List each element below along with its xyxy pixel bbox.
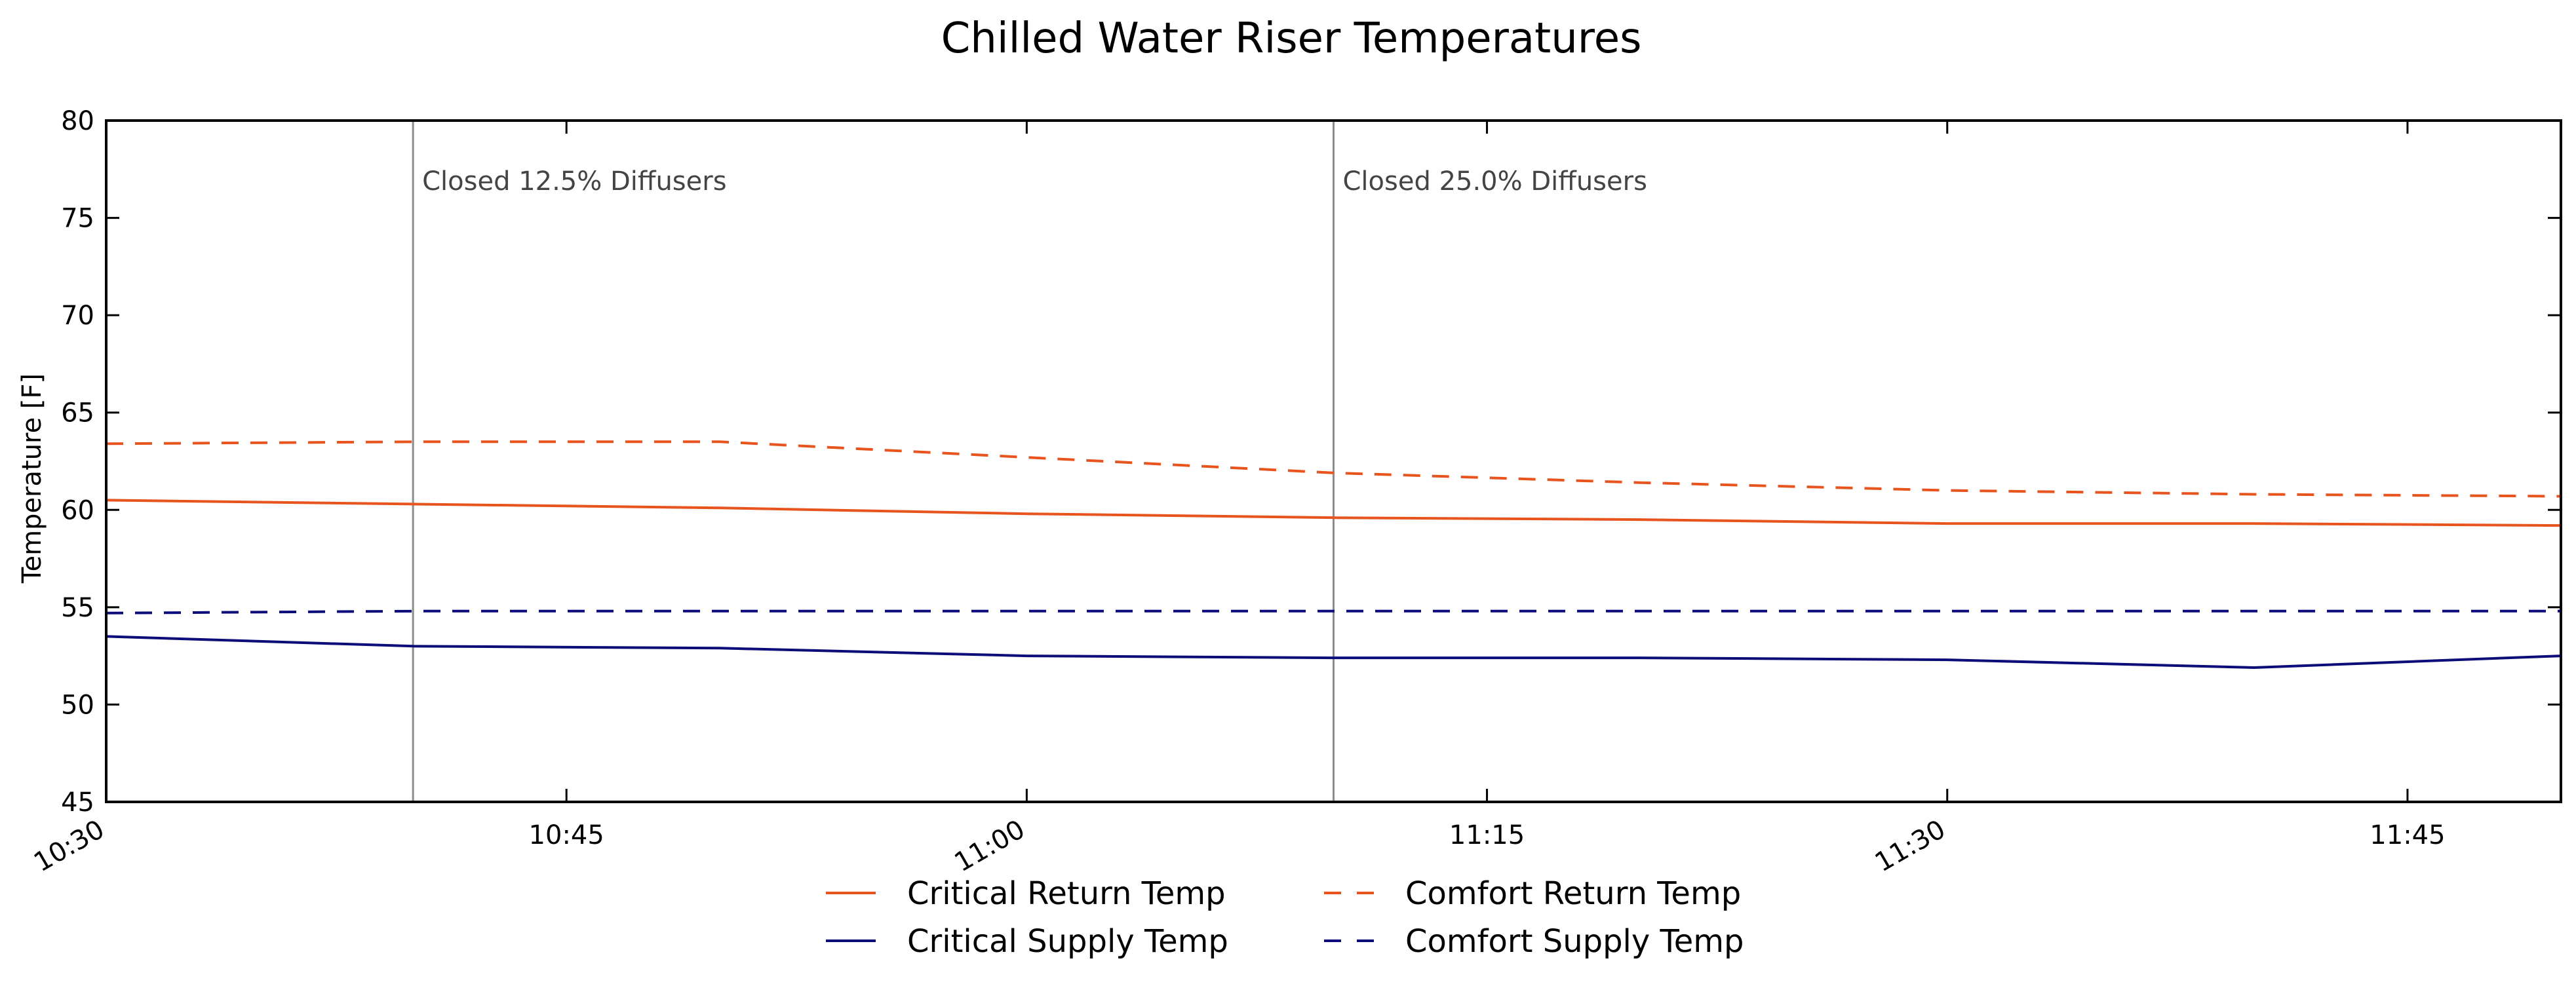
- annotation-label-1: Closed 25.0% Diffusers: [1343, 166, 1647, 197]
- legend-label-0: Critical Return Temp: [907, 875, 1226, 912]
- chart-title: Chilled Water Riser Temperatures: [941, 14, 1642, 63]
- legend-label-2: Comfort Return Temp: [1405, 875, 1741, 912]
- x-tick-label-1: 10:45: [529, 820, 604, 850]
- y-tick-label-1: 50: [61, 690, 94, 720]
- legend-label-3: Comfort Supply Temp: [1405, 923, 1744, 960]
- plot-frame: [105, 119, 2562, 803]
- legend: Critical Return Temp Comfort Return Temp C…: [826, 875, 1744, 960]
- series-line-2: [106, 440, 2562, 498]
- y-axis-label: Temperature [F]: [17, 373, 47, 584]
- annotation-label-0: Closed 12.5% Diffusers: [422, 166, 726, 197]
- plot-area: Closed 12.5% Diffusers Closed 25.0% Diffu…: [29, 106, 2562, 878]
- x-tick-label-3: 11:15: [1449, 820, 1525, 850]
- x-tick-label-2: 11:00: [950, 814, 1030, 878]
- x-tick-label-0: 10:30: [29, 814, 109, 878]
- x-tick-label-4: 11:30: [1870, 814, 1951, 878]
- series-line-1: [106, 635, 2562, 669]
- y-tick-label-5: 70: [61, 301, 94, 331]
- x-tick-label-5: 11:45: [2370, 820, 2445, 850]
- series-line-0: [106, 499, 2562, 527]
- y-tick-label-6: 75: [61, 204, 94, 234]
- legend-label-1: Critical Supply Temp: [907, 923, 1228, 960]
- y-tick-label-3: 60: [61, 495, 94, 525]
- series-line-3: [106, 609, 2561, 615]
- y-tick-label-2: 55: [61, 593, 94, 623]
- y-tick-label-7: 80: [61, 106, 94, 136]
- y-tick-label-4: 65: [61, 398, 94, 428]
- y-tick-label-0: 45: [61, 787, 94, 818]
